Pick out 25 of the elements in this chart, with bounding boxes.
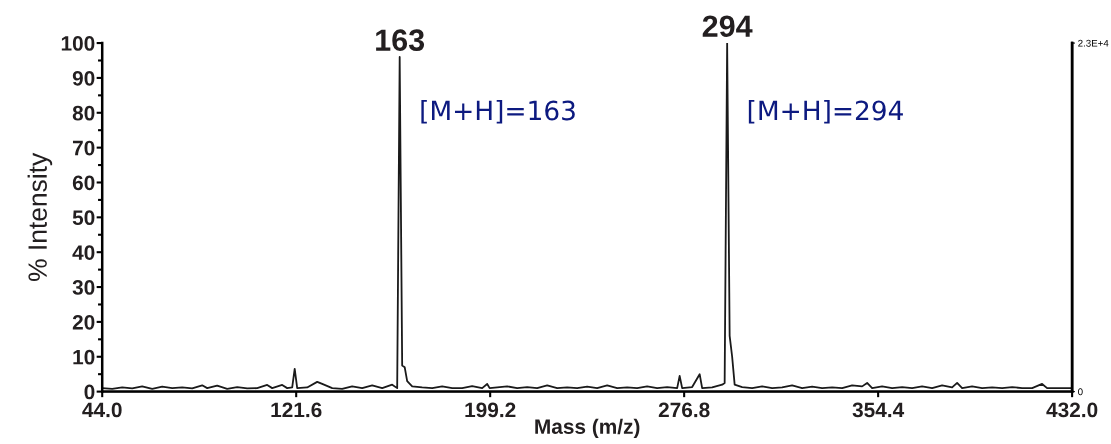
y-tick-label: 100: [61, 36, 95, 51]
y-tick-label: 80: [72, 105, 95, 121]
x-tick-label: 44.0: [82, 402, 122, 418]
x-tick-label: 354.4: [852, 402, 905, 418]
y2-tick-label: 0: [1078, 388, 1083, 396]
y-axis-title: % Intensity: [27, 152, 53, 281]
x-tick-label: 432.0: [1046, 402, 1098, 418]
y-tick-label: 10: [73, 349, 95, 365]
x-axis-title: Mass (m/z): [535, 418, 640, 439]
annotation: [M+H]=294: [748, 100, 903, 124]
y-tick-label: 60: [72, 175, 95, 191]
x-tick-label: 199.2: [465, 402, 516, 418]
y-tick-label: 40: [72, 245, 95, 260]
y2-tick-label: 2.3E+4: [1078, 39, 1109, 47]
x-tick-label: 276.8: [658, 402, 710, 418]
y-tick-label: 30: [72, 280, 95, 295]
y-tick-label: 70: [72, 140, 95, 156]
x-tick-label: 121.6: [271, 402, 322, 418]
y-tick-label: 20: [72, 314, 95, 330]
annotation: [M+H]=163: [421, 100, 575, 124]
annotation: 294: [702, 15, 753, 38]
y-tick-label: 50: [72, 210, 95, 226]
annotation: 163: [376, 29, 425, 52]
y-tick-label: 0: [84, 384, 95, 400]
y-tick-label: 90: [72, 70, 95, 86]
